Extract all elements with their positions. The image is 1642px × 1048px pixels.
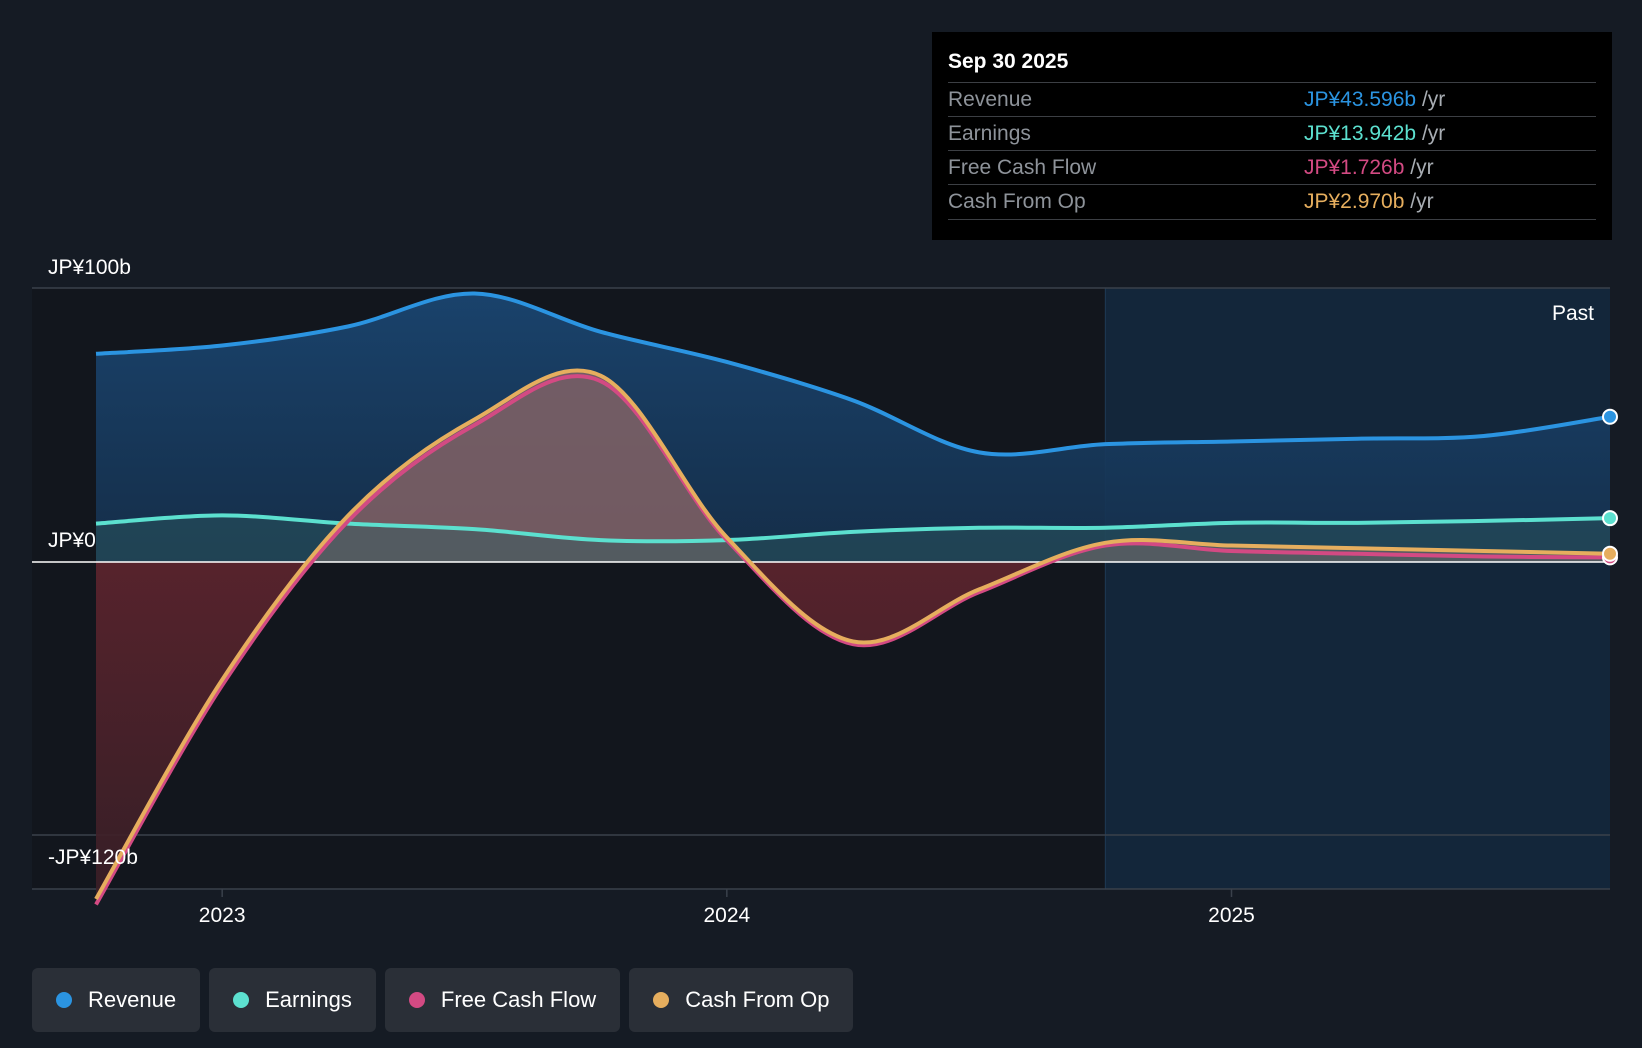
legend-dot-icon [408,992,425,1008]
tooltip-value: JP¥13.942b [1304,122,1417,145]
y-tick-label: JP¥100b [48,256,131,279]
y-tick-label: JP¥0 [48,529,96,552]
legend-item-revenue[interactable]: Revenue [32,968,201,1032]
y-tick-label: -JP¥120b [48,846,138,869]
tooltip-date: Sep 30 2025 [948,50,1069,73]
tooltip-value-wrap: JP¥2.970b /yr [1304,190,1434,214]
tooltip-value: JP¥2.970b [1304,190,1405,213]
x-tick-label: 2025 [1208,904,1255,927]
tooltip-label: Earnings [948,122,1031,145]
past-region [1105,288,1610,889]
tooltip-panel: Sep 30 2025 Revenue JP¥43.596b /yr Earni… [932,32,1612,240]
tooltip-value-wrap: JP¥1.726b /yr [1304,156,1434,180]
legend-label: Free Cash Flow [440,987,597,1012]
tooltip-value: JP¥1.726b [1304,156,1405,179]
tooltip-value-wrap: JP¥43.596b /yr [1304,88,1445,112]
earnings-end-marker [1602,510,1618,527]
tooltip-label: Cash From Op [948,190,1086,213]
tooltip-label: Revenue [948,88,1033,111]
legend-item-free-cash-flow[interactable]: Free Cash Flow [384,968,621,1032]
tooltip-row-cash-from-op: Cash From Op JP¥2.970b /yr [948,184,1596,220]
tooltip-value-wrap: JP¥13.942b /yr [1304,122,1445,146]
tooltip-unit: /yr [1421,122,1446,145]
cash-from-op-area-negative [96,562,1610,900]
legend-label: Earnings [265,987,352,1012]
revenue-line [95,291,1611,457]
legend-dot-icon [653,992,670,1008]
legend-item-earnings[interactable]: Earnings [209,968,376,1032]
cash-from-op-area-positive [96,370,1610,562]
cash-from-op-end-marker [1602,545,1618,562]
tooltip-unit: /yr [1410,156,1434,179]
legend-label: Cash From Op [685,987,830,1012]
legend-dot-icon [233,992,250,1008]
legend-dot-icon [56,992,72,1008]
tooltip-unit: /yr [1410,190,1434,213]
tooltip-row-free-cash-flow: Free Cash Flow JP¥1.726b /yr [948,150,1596,185]
x-tick-label: 2024 [703,904,750,927]
legend-item-cash-from-op[interactable]: Cash From Op [629,968,854,1032]
tooltip-unit: /yr [1421,88,1446,111]
tooltip-label: Free Cash Flow [948,156,1097,179]
legend-label: Revenue [88,987,177,1012]
past-label: Past [1552,302,1594,325]
tooltip-value: JP¥43.596b [1304,88,1417,111]
tooltip-row-earnings: Earnings JP¥13.942b /yr [948,116,1596,151]
cash-from-op-line [94,368,1611,901]
x-tick-label: 2023 [199,904,246,927]
tooltip-row-revenue: Revenue JP¥43.596b /yr [948,82,1596,117]
revenue-end-marker [1602,408,1618,425]
legend: Revenue Earnings Free Cash Flow Cash Fro… [32,968,854,1032]
